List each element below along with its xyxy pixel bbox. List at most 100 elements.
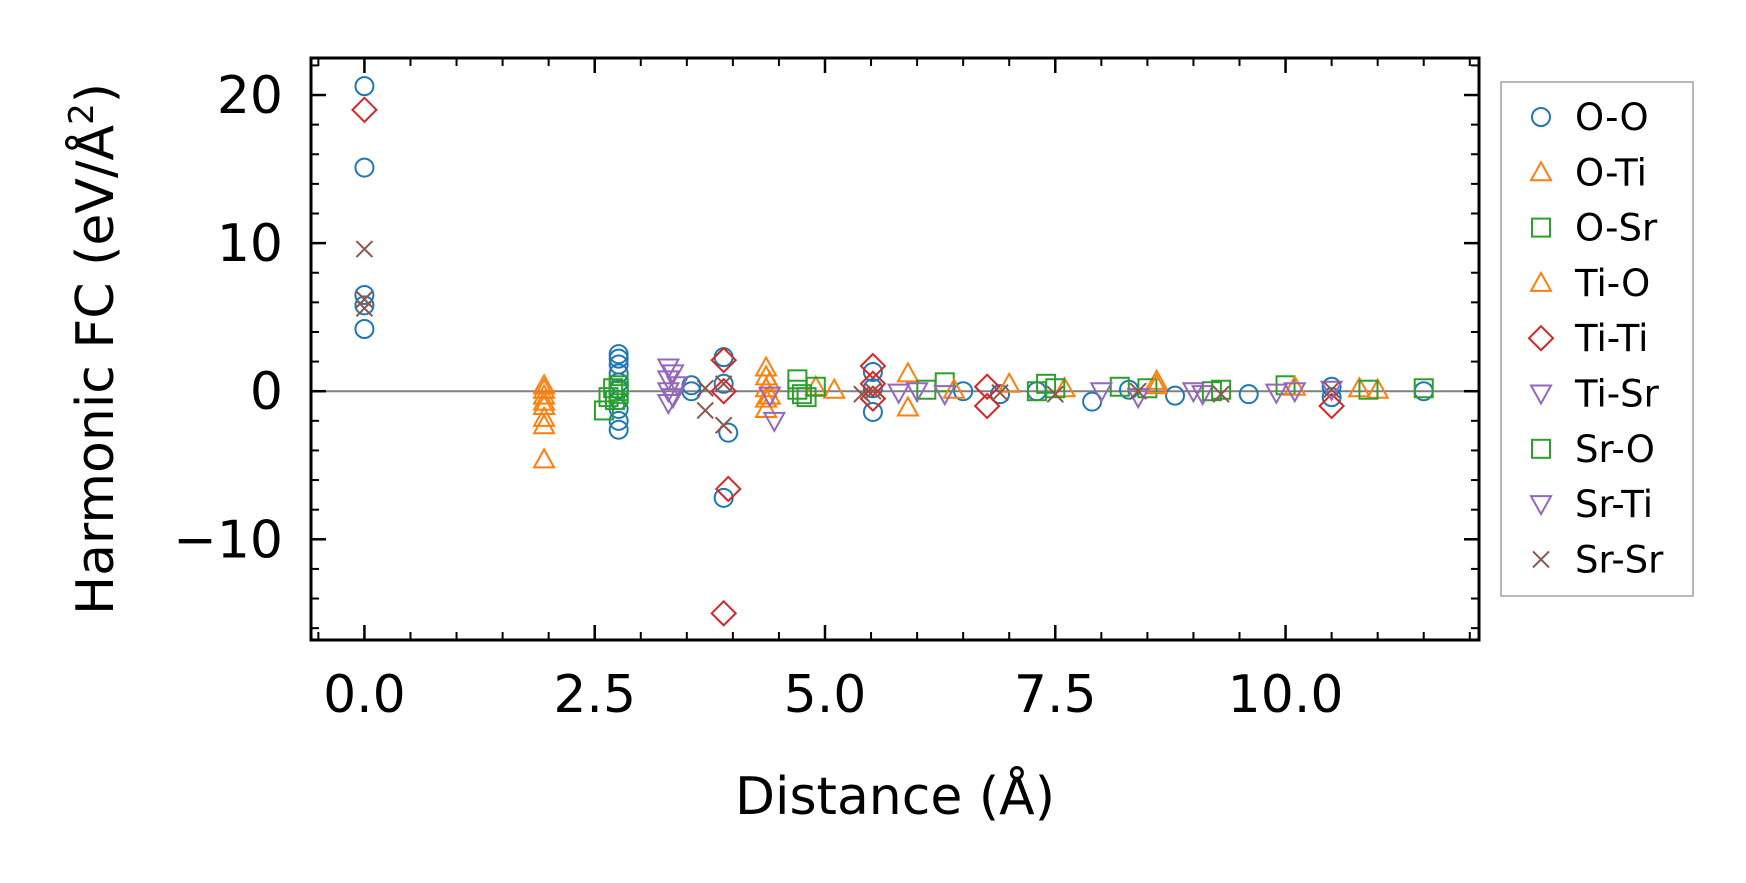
- legend-item: Ti-O: [1529, 262, 1650, 305]
- data-point: [1129, 382, 1147, 400]
- x-tick-label: 10.0: [1228, 665, 1344, 725]
- data-point: [696, 401, 714, 420]
- legend-item: O-Ti: [1529, 151, 1647, 194]
- data-point: [608, 344, 629, 365]
- legend-item: O-O: [1531, 96, 1649, 139]
- data-point: [991, 383, 1009, 402]
- data-point: [532, 383, 556, 405]
- data-point: [532, 405, 556, 427]
- data-point: [714, 475, 742, 503]
- data-point: [1181, 382, 1206, 404]
- series-ti-ti: [351, 96, 1346, 627]
- legend-marker: [1531, 217, 1551, 238]
- data-point: [758, 386, 782, 408]
- y-tick-label: 10: [217, 214, 283, 274]
- data-point: [532, 413, 556, 435]
- data-point: [1321, 376, 1342, 397]
- data-point: [1238, 384, 1259, 405]
- y-axis-label-main: Harmonic FC (eV/Å: [64, 124, 126, 615]
- data-point: [656, 370, 681, 392]
- legend-marker: [1529, 270, 1553, 292]
- legend: O-O O-Ti O-Sr Ti-O Ti-Ti Ti-Sr Sr-O Sr-Ti Sr-Sr: [1500, 81, 1694, 597]
- data-point: [354, 319, 375, 340]
- data-point: [862, 401, 883, 422]
- data-point: [608, 419, 629, 440]
- data-point: [1211, 379, 1232, 400]
- data-point: [656, 382, 681, 404]
- data-point: [656, 394, 681, 416]
- data-point: [859, 370, 887, 398]
- data-point: [608, 410, 629, 431]
- data-point: [608, 348, 629, 369]
- y-tick-label: 0: [250, 362, 283, 422]
- data-point: [1321, 387, 1342, 408]
- legend-label: Sr-Sr: [1575, 538, 1664, 581]
- data-point: [604, 390, 625, 411]
- data-point: [355, 240, 374, 258]
- data-point: [933, 385, 957, 407]
- axis-ticks: 0.0 2.5 5.0 7.5 10.0 −10 0 10 20: [173, 58, 1479, 725]
- data-point: [1126, 388, 1150, 410]
- data-point: [754, 355, 778, 377]
- legend-item: O-Sr: [1531, 207, 1658, 250]
- data-point: [714, 375, 733, 393]
- data-point: [1109, 376, 1130, 397]
- y-axis-label: Harmonic FC (eV/Å2): [62, 83, 126, 615]
- legend-label: Ti-O: [1574, 262, 1650, 305]
- data-point: [805, 376, 826, 397]
- data-point: [791, 384, 812, 405]
- data-point: [896, 395, 920, 417]
- data-point: [1045, 378, 1066, 399]
- data-point: [354, 295, 375, 316]
- data-point: [661, 388, 685, 410]
- data-point: [718, 422, 739, 443]
- legend-item: Ti-Sr: [1529, 373, 1660, 416]
- data-point: [934, 372, 955, 393]
- data-point: [355, 290, 374, 309]
- data-point: [714, 416, 733, 434]
- legend-label: O-Ti: [1575, 151, 1647, 194]
- data-point: [1319, 380, 1344, 402]
- legend-item: Ti-Ti: [1527, 317, 1648, 360]
- data-point: [1144, 373, 1169, 395]
- data-point: [905, 382, 929, 404]
- data-point: [1318, 392, 1346, 420]
- series-o-sr: [593, 369, 1434, 421]
- data-point: [859, 352, 887, 380]
- data-point: [1322, 381, 1341, 399]
- y-tick-label: 20: [217, 66, 283, 126]
- y-axis-label-superscript: 2: [62, 103, 102, 125]
- legend-marker: [1531, 438, 1551, 459]
- legend-item: Sr-Sr: [1532, 538, 1664, 581]
- data-point: [942, 377, 966, 399]
- series-sr-o: [604, 378, 1232, 411]
- legend-label: Ti-Sr: [1574, 373, 1660, 416]
- legend-marker: [1529, 495, 1553, 517]
- legend-marker: [1529, 384, 1553, 406]
- data-point: [758, 370, 782, 392]
- legend-label: Ti-Ti: [1574, 317, 1648, 360]
- data-point: [1165, 385, 1186, 406]
- data-point: [859, 385, 887, 413]
- data-point: [762, 411, 787, 433]
- data-point: [532, 377, 556, 399]
- data-point: [603, 378, 624, 399]
- data-point: [656, 358, 681, 380]
- data-point: [1089, 382, 1114, 404]
- data-point: [973, 373, 1001, 401]
- data-point: [593, 400, 614, 421]
- data-point: [864, 382, 882, 400]
- legend-marker: [1531, 107, 1551, 127]
- x-axis-label: Distance (Å): [735, 765, 1055, 827]
- data-point: [1046, 385, 1064, 403]
- legend-frame: [1500, 81, 1694, 597]
- data-point: [532, 447, 556, 469]
- legend-label: Sr-O: [1575, 428, 1655, 471]
- series-sr-sr: [355, 240, 1341, 434]
- data-point: [997, 371, 1021, 393]
- legend-label: O-O: [1575, 96, 1649, 139]
- data-point: [354, 76, 375, 97]
- data-point: [896, 361, 920, 383]
